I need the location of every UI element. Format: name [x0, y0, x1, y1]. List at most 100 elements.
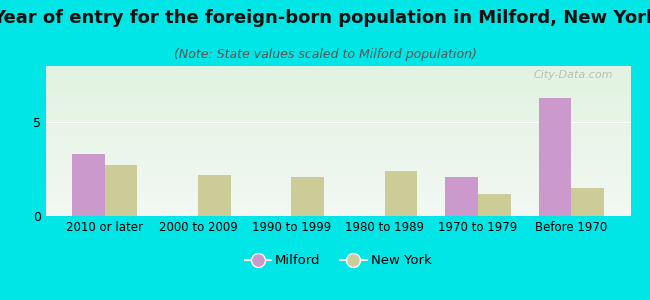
Bar — [46, 130, 630, 132]
Bar — [571, 188, 604, 216]
Bar — [46, 160, 630, 162]
Bar — [46, 167, 630, 168]
Bar — [46, 213, 630, 214]
Bar — [46, 118, 630, 120]
Bar — [105, 165, 137, 216]
Bar — [46, 94, 630, 96]
Bar — [46, 96, 630, 98]
Text: (Note: State values scaled to Milford population): (Note: State values scaled to Milford po… — [174, 48, 476, 61]
Bar — [46, 92, 630, 93]
Bar — [46, 162, 630, 164]
Bar — [46, 80, 630, 81]
Bar — [46, 192, 630, 194]
Bar — [46, 122, 630, 123]
Bar — [291, 177, 324, 216]
Bar — [46, 141, 630, 142]
Bar — [46, 105, 630, 106]
Bar — [385, 171, 417, 216]
Bar — [46, 204, 630, 206]
Bar — [478, 194, 511, 216]
Bar — [46, 129, 630, 130]
Bar — [46, 207, 630, 208]
Bar — [46, 110, 630, 111]
Bar — [46, 156, 630, 158]
Bar — [46, 146, 630, 147]
Bar — [46, 194, 630, 195]
Bar — [46, 176, 630, 177]
Bar — [46, 98, 630, 99]
Bar — [46, 202, 630, 204]
Bar — [46, 85, 630, 87]
Bar — [539, 98, 571, 216]
Bar — [46, 183, 630, 184]
Bar — [46, 186, 630, 188]
Bar — [46, 172, 630, 174]
Bar — [46, 100, 630, 102]
Bar — [46, 138, 630, 140]
Bar — [46, 174, 630, 176]
Bar — [46, 78, 630, 80]
Bar — [46, 103, 630, 105]
Bar — [46, 190, 630, 192]
Bar — [46, 200, 630, 201]
Bar — [46, 126, 630, 128]
Bar — [46, 82, 630, 84]
Bar — [46, 87, 630, 88]
Legend: Milford, New York: Milford, New York — [239, 249, 437, 272]
Bar — [46, 206, 630, 207]
Bar — [46, 210, 630, 212]
Bar — [46, 212, 630, 213]
Bar — [46, 106, 630, 108]
Bar — [46, 111, 630, 112]
Bar — [46, 182, 630, 183]
Bar — [46, 112, 630, 114]
Bar — [46, 178, 630, 180]
Bar — [46, 177, 630, 178]
Bar — [46, 188, 630, 189]
Bar — [46, 124, 630, 126]
Bar — [46, 214, 630, 216]
Bar — [46, 136, 630, 138]
Bar — [46, 140, 630, 141]
Bar — [46, 159, 630, 160]
Bar — [46, 132, 630, 134]
Bar — [46, 158, 630, 159]
Bar — [46, 164, 630, 165]
Text: Year of entry for the foreign-born population in Milford, New York: Year of entry for the foreign-born popul… — [0, 9, 650, 27]
Bar — [46, 154, 630, 156]
Bar — [46, 153, 630, 154]
Bar — [46, 198, 630, 200]
Bar — [46, 196, 630, 198]
Bar — [46, 147, 630, 148]
Bar — [46, 84, 630, 86]
Bar — [46, 99, 630, 100]
Bar — [46, 93, 630, 94]
Bar — [46, 189, 630, 190]
Bar — [46, 81, 630, 82]
Bar — [46, 76, 630, 78]
Bar — [46, 108, 630, 110]
Bar — [46, 150, 630, 152]
Bar — [46, 75, 630, 76]
Bar — [46, 68, 630, 69]
Bar — [46, 88, 630, 90]
Bar — [46, 201, 630, 202]
Bar — [198, 175, 231, 216]
Bar — [46, 148, 630, 150]
Bar — [46, 120, 630, 122]
Bar — [46, 123, 630, 124]
Bar — [46, 69, 630, 70]
Bar — [46, 102, 630, 104]
Bar — [46, 168, 630, 170]
Bar — [445, 177, 478, 216]
Bar — [46, 74, 630, 75]
Bar — [46, 195, 630, 196]
Bar — [72, 154, 105, 216]
Bar — [46, 184, 630, 186]
Bar — [46, 128, 630, 129]
Bar — [46, 70, 630, 72]
Bar — [46, 171, 630, 172]
Bar — [46, 117, 630, 118]
Bar — [46, 134, 630, 135]
Bar — [46, 90, 630, 92]
